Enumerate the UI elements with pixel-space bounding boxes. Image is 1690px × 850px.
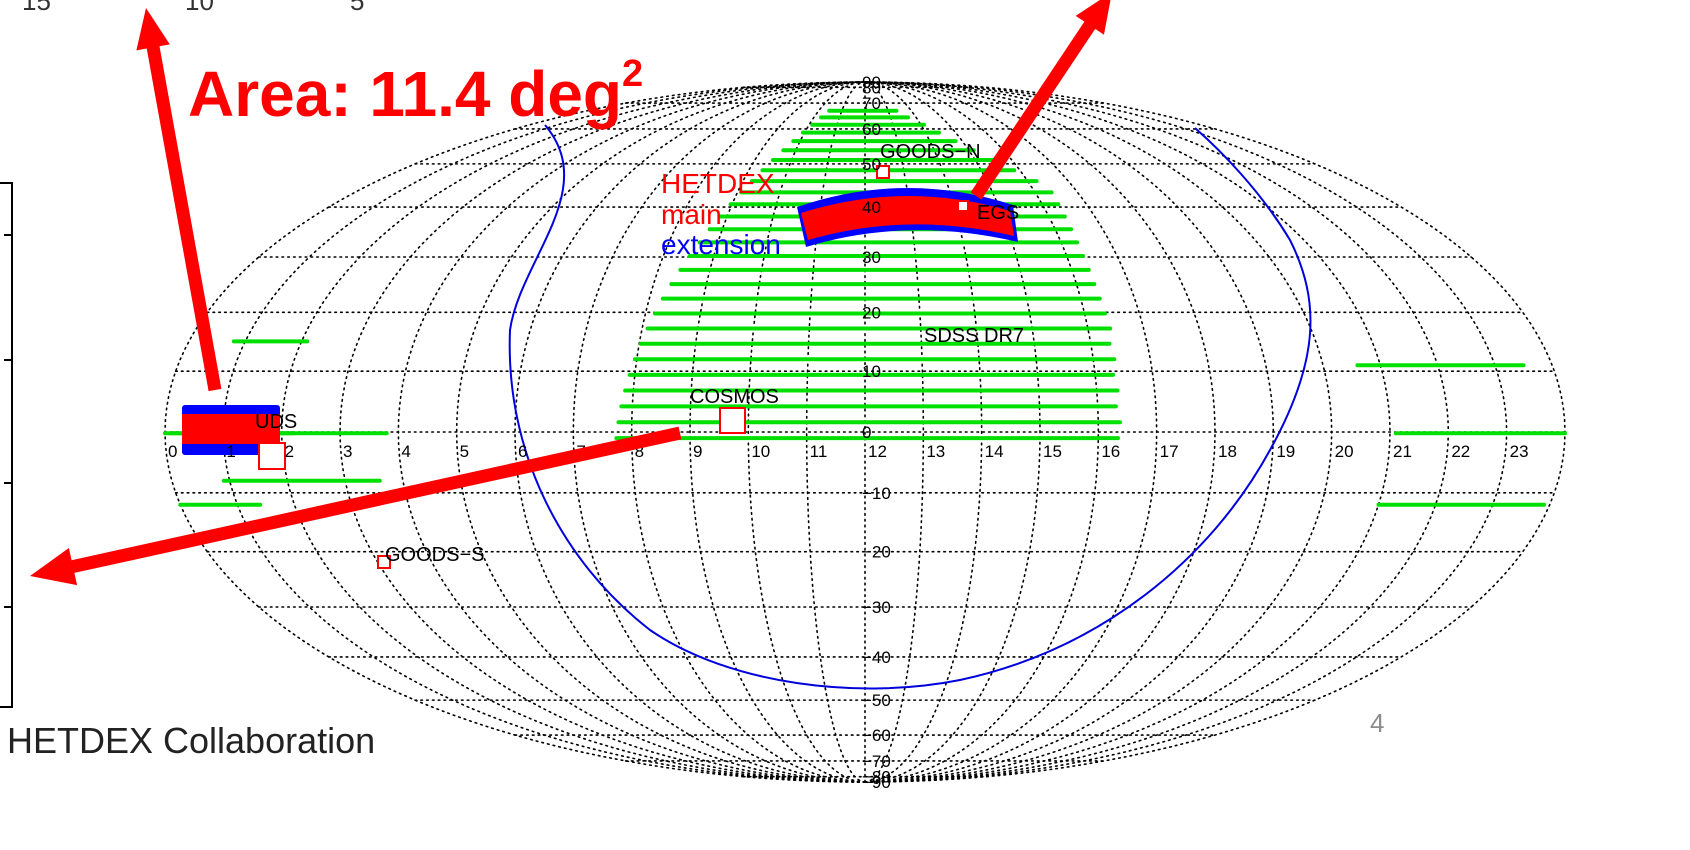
dec-tick-label: −90 — [862, 773, 891, 792]
credit-text: HETDEX Collaboration — [7, 720, 376, 761]
ra-grid-line — [864, 81, 925, 783]
ra-tick-label: 3 — [343, 442, 352, 461]
dec-tick-label: 30 — [862, 248, 881, 267]
ra-grid-line — [397, 81, 866, 783]
ra-tick-label: 20 — [1335, 442, 1354, 461]
left-plot-frame — [0, 182, 13, 708]
goods-n-label: GOODS−N — [880, 141, 981, 163]
ra-tick-label: 4 — [401, 442, 410, 461]
ra-tick-label: 13 — [926, 442, 945, 461]
top-tick-fragment: 10 — [185, 0, 214, 16]
ra-tick-label: 16 — [1101, 442, 1120, 461]
legend-item-main: main — [661, 199, 722, 230]
ra-tick-labels: 01234567891011121314151617181920212223 — [168, 442, 1529, 461]
ra-grid-line — [864, 81, 1158, 783]
hetdex-main-fall-region — [182, 414, 280, 444]
goods-s-marker — [377, 555, 391, 569]
legend-item-hetdex: HETDEX — [661, 168, 775, 199]
dec-tick-label: 90 — [862, 73, 881, 92]
dec-tick-label: −20 — [862, 543, 891, 562]
ra-tick-label: 19 — [1276, 442, 1295, 461]
dec-tick-label: −40 — [862, 648, 891, 667]
area-title-text: Area: 11.4 deg — [188, 58, 622, 130]
galactic-plane-line — [508, 124, 1312, 690]
area-title: Area: 11.4 deg2 — [188, 55, 643, 126]
dec-tick-label: −60 — [862, 726, 891, 745]
ra-grid-line — [864, 81, 1041, 783]
ra-tick-label: 10 — [751, 442, 770, 461]
cosmos-label: COSMOS — [690, 386, 779, 408]
ra-tick-label: 12 — [868, 442, 887, 461]
ra-grid-line — [864, 81, 983, 783]
ra-grid-line — [864, 81, 1216, 783]
dec-tick-label: −80 — [862, 768, 891, 787]
uds-label: UDS — [255, 411, 297, 433]
top-tick-fragment: 5 — [350, 0, 365, 16]
dec-tick-label: 60 — [862, 120, 881, 139]
egs-label: EGS — [977, 202, 1019, 224]
ra-grid-line — [864, 81, 1333, 783]
ra-tick-label: 5 — [460, 442, 469, 461]
dec-tick-label: −70 — [862, 752, 891, 771]
ra-tick-label: 8 — [635, 442, 644, 461]
dec-tick-label: −30 — [862, 598, 891, 617]
pointer-arrow — [30, 426, 682, 586]
ra-grid-line — [805, 81, 866, 783]
ra-grid-line — [339, 81, 866, 783]
ra-tick-label: 14 — [985, 442, 1004, 461]
dec-tick-label: 70 — [862, 94, 881, 113]
ra-grid-line — [572, 81, 866, 783]
ra-grid-line — [514, 81, 866, 783]
ra-grid-line — [630, 81, 866, 783]
dec-tick-label: −10 — [862, 484, 891, 503]
ra-tick-label: 6 — [518, 442, 527, 461]
ra-tick-label: 17 — [1160, 442, 1179, 461]
ra-tick-label: 0 — [168, 442, 177, 461]
ra-grid-line — [864, 81, 1100, 783]
pointer-arrow — [970, 0, 1111, 200]
ra-grid-line — [747, 81, 866, 783]
goods-n-marker — [876, 165, 890, 179]
ra-grid-line — [864, 81, 1391, 783]
ra-tick-label: 9 — [693, 442, 702, 461]
ra-tick-label: 21 — [1393, 442, 1412, 461]
ra-tick-label: 11 — [810, 442, 828, 461]
page-number: 4 — [1370, 708, 1385, 738]
dec-tick-label: 0 — [862, 423, 871, 442]
sdss-label: SDSS DR7 — [924, 325, 1024, 347]
dec-tick-label: −50 — [862, 691, 891, 710]
ra-grid-line — [455, 81, 866, 783]
dec-tick-label: 50 — [862, 155, 881, 174]
dec-tick-label: 80 — [862, 78, 881, 97]
ra-tick-label: 2 — [285, 442, 294, 461]
uds-marker — [258, 442, 286, 470]
top-tick-fragment: 15 — [22, 0, 51, 16]
area-title-superscript: 2 — [622, 52, 644, 95]
legend: HETDEX main extension — [661, 168, 781, 260]
dec-tick-label: 20 — [862, 303, 881, 322]
pointer-arrow — [136, 8, 222, 392]
left-plot-border — [0, 182, 13, 708]
ra-tick-label: 18 — [1218, 442, 1237, 461]
ra-tick-label: 1 — [226, 442, 235, 461]
ra-tick-label: 15 — [1043, 442, 1062, 461]
legend-item-extension: extension — [661, 229, 781, 260]
ra-tick-label: 23 — [1510, 442, 1529, 461]
ra-grid-line — [864, 81, 1275, 783]
egs-marker — [957, 200, 969, 212]
goods-s-label: GOODS−S — [385, 544, 484, 566]
dec-tick-label: 40 — [862, 198, 881, 217]
dec-tick-label: 10 — [862, 362, 881, 381]
ra-tick-label: 22 — [1451, 442, 1470, 461]
cosmos-marker — [719, 407, 746, 434]
ra-grid-line — [689, 81, 866, 783]
arrows — [30, 0, 1111, 586]
